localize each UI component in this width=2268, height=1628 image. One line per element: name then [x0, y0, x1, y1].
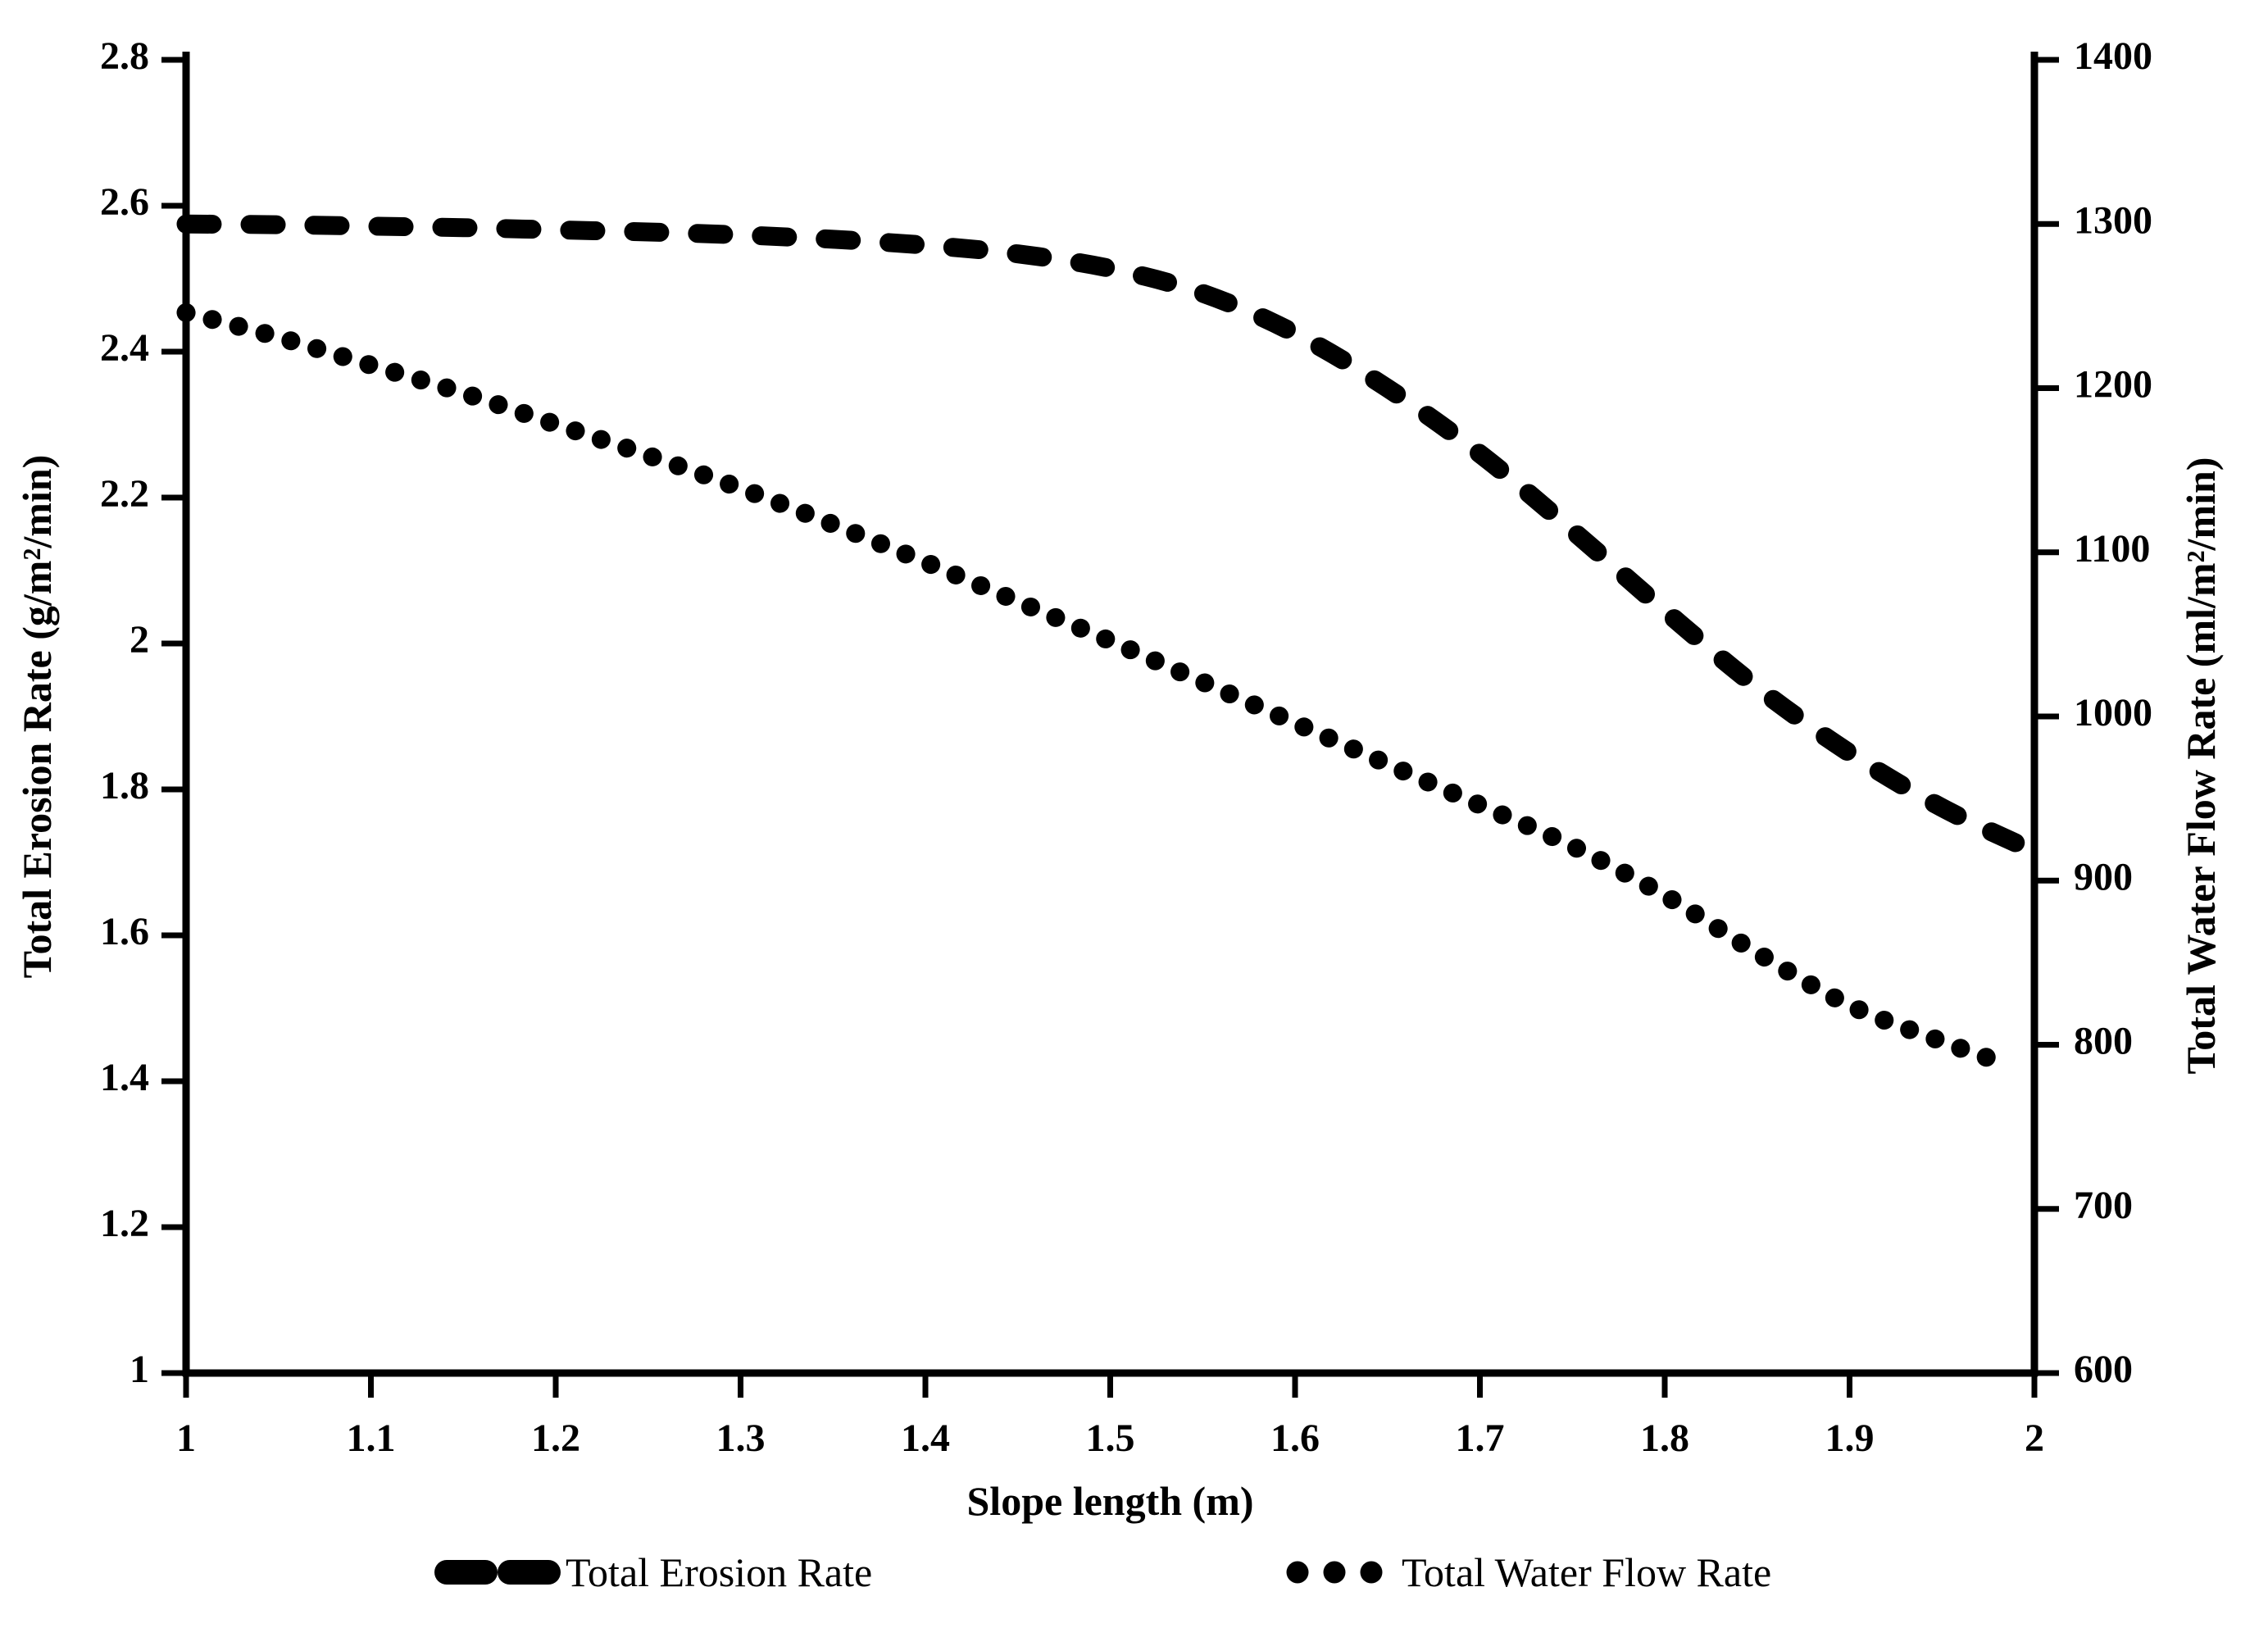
left-axis-tick-label: 2.4 — [100, 326, 149, 370]
x-axis-tick-label: 1.1 — [347, 1417, 396, 1460]
x-axis-title: Slope length (m) — [967, 1478, 1254, 1524]
x-axis-tick-label: 1.9 — [1825, 1417, 1875, 1460]
legend-dot-sample — [1360, 1561, 1383, 1584]
right-axis-tick-label: 1200 — [2074, 363, 2152, 407]
legend-dot-sample — [1323, 1561, 1346, 1584]
left-axis-tick-label: 1.8 — [100, 764, 149, 807]
left-axis-tick-label: 2.8 — [100, 34, 149, 78]
x-axis-tick-label: 1.2 — [531, 1417, 580, 1460]
left-axis-tick-label: 1.2 — [100, 1202, 149, 1245]
left-axis-tick-label: 2 — [130, 618, 149, 662]
x-axis-tick-label: 1.8 — [1640, 1417, 1689, 1460]
x-axis-tick-label: 1.5 — [1086, 1417, 1135, 1460]
legend-water-flow-label: Total Water Flow Rate — [1402, 1549, 1771, 1595]
x-axis-tick-label: 1.7 — [1456, 1417, 1505, 1460]
left-axis-tick-label: 1 — [130, 1348, 149, 1391]
erosion-rate-series — [176, 214, 2044, 862]
left-axis-title: Total Erosion Rate (g/m²/min) — [14, 455, 60, 979]
right-axis-tick-label: 600 — [2074, 1348, 2133, 1391]
water-flow-rate-series — [176, 302, 2007, 1071]
left-axis-tick-label: 1.6 — [100, 910, 149, 953]
right-axis-title: Total Water Flow Rate (ml/m²/min) — [2178, 457, 2224, 1075]
right-axis-tick-label: 900 — [2074, 855, 2133, 898]
right-axis-tick-label: 1100 — [2074, 527, 2150, 571]
right-axis-tick-label: 700 — [2074, 1184, 2133, 1227]
left-axis-tick-label: 1.4 — [100, 1056, 149, 1099]
right-axis-tick-label: 800 — [2074, 1020, 2133, 1063]
x-axis-tick-label: 1.4 — [901, 1417, 950, 1460]
right-axis-tick-label: 1000 — [2074, 691, 2152, 734]
legend-erosion-label: Total Erosion Rate — [566, 1549, 872, 1595]
x-axis-tick-label: 2 — [2025, 1417, 2044, 1460]
left-axis-tick-label: 2.2 — [100, 472, 149, 516]
left-axis-tick-label: 2.6 — [100, 180, 149, 224]
x-axis-tick-label: 1.6 — [1270, 1417, 1320, 1460]
right-axis-tick-label: 1400 — [2074, 34, 2152, 78]
right-axis-tick-label: 1300 — [2074, 198, 2152, 242]
x-axis-tick-label: 1 — [176, 1417, 196, 1460]
legend-dot-sample — [1286, 1561, 1309, 1584]
x-axis-tick-label: 1.3 — [716, 1417, 766, 1460]
